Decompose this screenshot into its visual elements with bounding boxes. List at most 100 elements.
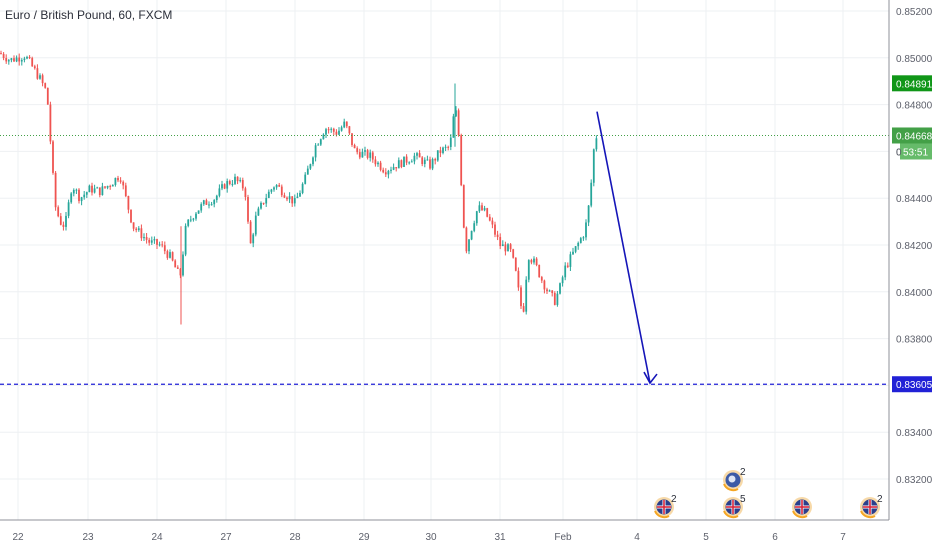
candle-body bbox=[574, 246, 577, 252]
economic-events[interactable]: 2 5 2 2 bbox=[654, 467, 883, 519]
candle-body bbox=[39, 75, 41, 79]
candle-body bbox=[494, 224, 496, 235]
candle-body bbox=[556, 293, 559, 305]
candle-body bbox=[582, 237, 585, 239]
candle-body bbox=[561, 277, 564, 284]
candle-body bbox=[512, 249, 515, 258]
candle-body bbox=[330, 128, 333, 130]
candle-body bbox=[91, 185, 93, 193]
candle-body bbox=[431, 159, 434, 169]
event-count: 2 bbox=[671, 494, 677, 505]
central-bank-icon[interactable]: 2 bbox=[723, 467, 746, 492]
candle-body bbox=[148, 239, 151, 243]
price-axis-labels: 0.84891 0.84668 0.83605 53:510 bbox=[892, 75, 932, 393]
event-arc bbox=[723, 510, 739, 519]
candle-body bbox=[460, 135, 463, 186]
candle-body bbox=[410, 161, 413, 163]
chart-grid bbox=[0, 0, 889, 520]
candle-body bbox=[530, 260, 533, 263]
candle-body bbox=[465, 227, 468, 252]
y-tick-label: 0.85200 bbox=[896, 7, 932, 18]
candle-body bbox=[572, 251, 574, 255]
candle-body bbox=[7, 60, 10, 62]
candle-body bbox=[426, 159, 429, 161]
candle-body bbox=[327, 129, 330, 131]
candle-body bbox=[356, 148, 359, 153]
candle-body bbox=[156, 239, 158, 245]
x-tick-label: 30 bbox=[425, 532, 437, 543]
uk-flag-icon[interactable]: 2 bbox=[860, 494, 883, 519]
candle-body bbox=[13, 58, 15, 62]
candle-body bbox=[322, 134, 325, 140]
candle-body bbox=[26, 56, 28, 59]
candle-body bbox=[85, 192, 88, 195]
candle-body bbox=[143, 237, 145, 239]
candle-body bbox=[379, 162, 382, 170]
candle-body bbox=[88, 185, 91, 193]
candle-body bbox=[429, 159, 431, 169]
uk-flag-icon[interactable] bbox=[792, 497, 812, 519]
candle-body bbox=[62, 224, 65, 227]
candle-body bbox=[265, 197, 268, 204]
y-tick-label: 0.84200 bbox=[896, 241, 932, 252]
candle-body bbox=[67, 202, 70, 216]
candle-body bbox=[325, 129, 327, 135]
candle-body bbox=[566, 265, 569, 267]
uk-flag-icon[interactable]: 5 bbox=[723, 494, 746, 519]
x-tick-label: 23 bbox=[82, 532, 94, 543]
candle-body bbox=[478, 205, 481, 212]
candle-body bbox=[543, 280, 546, 290]
candle-body bbox=[533, 258, 535, 263]
y-tick-label: 0.84000 bbox=[896, 288, 932, 299]
candle-body bbox=[215, 195, 218, 201]
y-tick-label: 0.84400 bbox=[896, 194, 932, 205]
candle-body bbox=[109, 185, 112, 187]
bank-mark bbox=[728, 475, 736, 483]
countdown-label: 53:51 bbox=[903, 147, 928, 158]
candle-body bbox=[137, 228, 140, 231]
candle-body bbox=[197, 210, 200, 214]
candle-body bbox=[447, 146, 450, 148]
uk-flag-icon[interactable]: 2 bbox=[654, 494, 677, 519]
candle-body bbox=[132, 222, 135, 229]
candle-body bbox=[28, 56, 31, 59]
candle-body bbox=[369, 152, 372, 158]
candle-body bbox=[517, 270, 520, 288]
candle-body bbox=[36, 68, 39, 79]
candle-body bbox=[226, 181, 229, 189]
candle-body bbox=[223, 184, 226, 189]
candle-body bbox=[486, 208, 489, 217]
candle-body bbox=[296, 196, 299, 199]
candle-body bbox=[293, 198, 296, 204]
candle-body bbox=[101, 186, 104, 196]
candle-body bbox=[413, 155, 416, 162]
candle-body bbox=[78, 189, 80, 202]
candle-body bbox=[208, 204, 210, 206]
candle-body bbox=[312, 157, 314, 165]
candle-body bbox=[182, 254, 184, 276]
candle-body bbox=[520, 287, 522, 307]
candle-body bbox=[114, 177, 117, 185]
candle-body bbox=[239, 180, 242, 182]
candle-body bbox=[504, 244, 507, 252]
countdown-bg bbox=[900, 143, 932, 160]
projection-arrow bbox=[596, 111, 658, 385]
candle-body bbox=[483, 208, 486, 211]
candle-body bbox=[488, 216, 491, 221]
event-arc bbox=[654, 510, 670, 519]
current-price-label: 0.84668 bbox=[896, 131, 932, 142]
candle-body bbox=[345, 121, 348, 127]
candle-body bbox=[390, 169, 392, 171]
candle-body bbox=[171, 252, 174, 261]
candle-body bbox=[46, 87, 49, 105]
candle-body bbox=[273, 187, 275, 190]
candle-body bbox=[124, 185, 127, 197]
candle-body bbox=[340, 127, 343, 131]
candle-body bbox=[527, 260, 530, 280]
candle-body bbox=[72, 189, 75, 194]
time-axis[interactable]: 22 23 24 27 28 29 30 31 Feb 4 5 6 7 bbox=[12, 532, 846, 543]
candle-body bbox=[509, 244, 512, 250]
candle-body bbox=[278, 185, 281, 187]
candle-body bbox=[20, 60, 23, 62]
